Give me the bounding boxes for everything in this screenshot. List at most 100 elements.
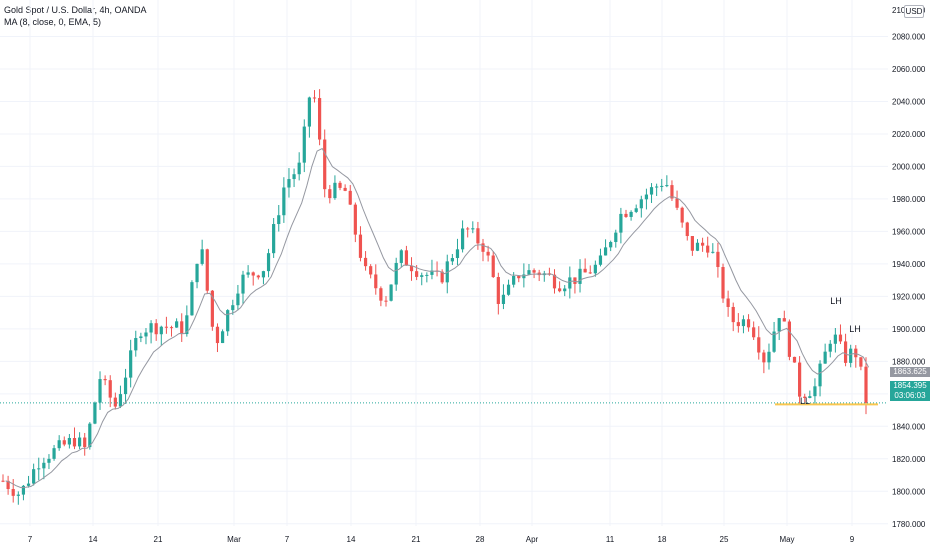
candle-body: [277, 215, 281, 225]
candle-body: [532, 270, 536, 273]
candle-body: [113, 397, 117, 407]
time-tick-label: 7: [285, 535, 290, 544]
candle-body: [47, 458, 51, 463]
candle-body: [777, 318, 781, 332]
candle-body: [318, 98, 322, 140]
candle-body: [57, 440, 61, 449]
candle-body: [496, 277, 500, 304]
candle-body: [614, 232, 618, 243]
candle-body: [746, 319, 751, 328]
last-price-value: 1854.395: [893, 381, 927, 390]
candle-body: [404, 250, 409, 266]
candle-body: [430, 270, 434, 275]
candle-body: [26, 483, 31, 486]
candle-body: [486, 251, 490, 256]
candle-body: [425, 274, 429, 276]
candle-body: [389, 284, 393, 301]
candle-body: [72, 437, 77, 447]
time-axis[interactable]: 7 14 21 Mar 7 14 21 28 Apr 11 18 25 May 9: [0, 526, 888, 550]
time-tick-label: Mar: [227, 535, 241, 544]
price-tick-label: 2020.000: [892, 130, 926, 139]
time-tick-label: 21: [154, 535, 163, 544]
price-tick-label: 1940.000: [892, 260, 926, 269]
candle-body: [415, 271, 419, 277]
candle-body: [603, 247, 608, 256]
time-tick-label: May: [779, 535, 794, 544]
candle-body: [358, 234, 363, 258]
candle-body: [394, 262, 398, 285]
annotation-label[interactable]: LH: [849, 324, 861, 334]
price-chart[interactable]: LL LH LH: [0, 0, 888, 526]
candle-body: [512, 276, 516, 285]
candle-body: [803, 396, 807, 398]
price-axis[interactable]: 1780.0001800.0001820.0001840.0001860.000…: [888, 0, 932, 550]
candle-body: [792, 356, 797, 363]
candle-body: [399, 250, 403, 263]
indicator-label[interactable]: MA (8, close, 0, EMA, 5): [4, 17, 102, 27]
candle-body: [685, 222, 689, 237]
candle-body: [573, 277, 577, 284]
price-tick-label: 2080.000: [892, 32, 926, 41]
candle-body: [123, 377, 128, 395]
candle-body: [348, 190, 352, 205]
ema-line: [5, 147, 870, 489]
price-tick-label: 2060.000: [892, 65, 926, 74]
annotation-label[interactable]: LH: [830, 296, 842, 306]
candle-body: [578, 268, 582, 284]
price-tick-label: 1960.000: [892, 227, 926, 236]
candle-body: [420, 275, 424, 277]
candle-body: [52, 448, 56, 459]
candle-body: [639, 199, 643, 209]
candle-body: [593, 264, 597, 274]
candle-body: [634, 208, 638, 212]
candle-body: [471, 228, 475, 230]
candle-body: [772, 331, 776, 352]
candle-body: [98, 379, 102, 403]
candle-body: [154, 323, 158, 335]
candle-body: [164, 326, 169, 328]
candle-body: [558, 288, 562, 292]
time-tick-label: 11: [606, 535, 615, 544]
time-tick-label: 14: [347, 535, 356, 544]
candle-body: [491, 255, 495, 278]
candle-body: [460, 228, 465, 250]
candle-body: [583, 268, 587, 273]
candle-body: [501, 294, 506, 304]
candle-body: [32, 469, 36, 484]
candle-body: [241, 274, 245, 294]
candle-body: [619, 213, 623, 233]
candle-body: [864, 366, 868, 403]
candle-body: [843, 341, 848, 363]
symbol-title[interactable]: Gold Spot / U.S. Dollar, 4h, OANDA: [4, 5, 147, 15]
candle-body: [838, 334, 843, 342]
candle-body: [700, 242, 705, 246]
chart-legend: Gold Spot / U.S. Dollar, 4h, OANDA MA (8…: [4, 4, 147, 28]
candle-body: [736, 322, 740, 327]
candle-body: [481, 243, 485, 252]
candle-body: [379, 288, 383, 301]
candle-body: [517, 276, 521, 279]
candle-body: [108, 380, 112, 398]
candle-body: [527, 270, 531, 275]
annotation-label[interactable]: LL: [800, 396, 810, 406]
candle-body: [323, 139, 327, 190]
candle-body: [236, 293, 240, 306]
candle-body: [16, 494, 20, 496]
candle-body: [93, 402, 97, 424]
candle-body: [665, 185, 669, 187]
candle-body: [660, 185, 664, 187]
candle-body: [246, 272, 250, 275]
candle-body: [215, 326, 220, 344]
currency-badge[interactable]: USD: [904, 5, 924, 18]
candle-body: [588, 272, 592, 274]
price-tick-label: 1880.000: [892, 357, 926, 366]
candle-body: [690, 236, 694, 251]
candle-body: [307, 97, 311, 127]
candle-body: [292, 174, 296, 180]
candle-body: [205, 249, 209, 291]
candle-body: [506, 284, 511, 295]
candle-body: [231, 305, 235, 311]
candle-body: [762, 352, 766, 363]
candle-body: [353, 204, 357, 235]
candle-body: [384, 300, 388, 302]
